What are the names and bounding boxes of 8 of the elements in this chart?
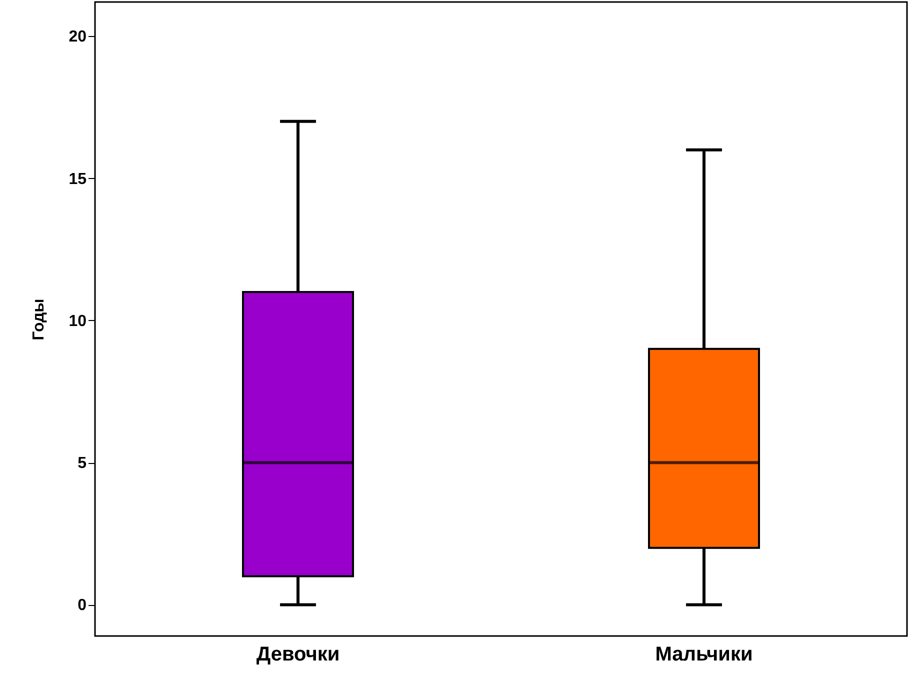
y-tick-label: 20 xyxy=(68,28,87,46)
y-tick-label: 10 xyxy=(68,312,87,330)
x-tick-label: Мальчики xyxy=(655,644,753,666)
y-tick-label: 15 xyxy=(68,170,87,188)
x-tick-label: Девочки xyxy=(256,644,340,666)
y-tick-label: 5 xyxy=(78,455,87,472)
y-axis-title: Годы xyxy=(30,298,48,340)
y-tick-label: 0 xyxy=(78,597,87,614)
